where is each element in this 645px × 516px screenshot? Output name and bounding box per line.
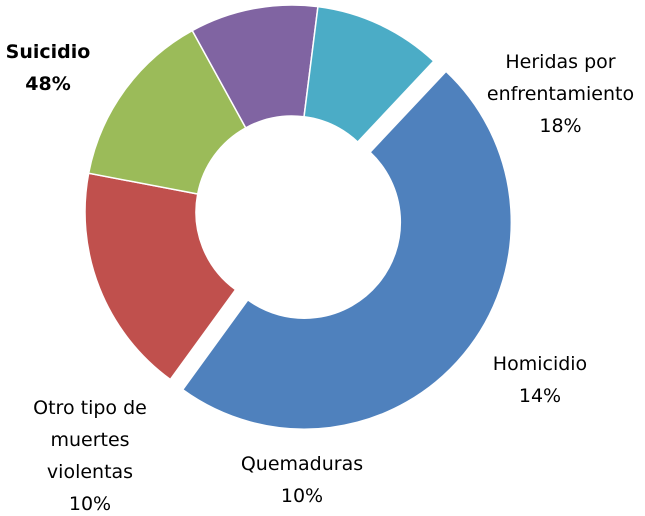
donut-slice	[87, 29, 247, 195]
slice-label: Quemaduras 10%	[222, 448, 382, 512]
category-label: Heridas por enfrentamiento	[486, 51, 635, 105]
value-label: 48%	[25, 73, 71, 95]
donut-slice	[303, 5, 435, 144]
slice-label: Homicidio 14%	[470, 348, 610, 412]
slice-label: Otro tipo de muertes violentas 10%	[20, 392, 160, 516]
donut-slice	[84, 172, 237, 381]
category-label: Suicidio	[5, 41, 91, 63]
value-label: 10%	[68, 493, 112, 515]
category-label: Quemaduras	[240, 453, 364, 475]
category-label: Homicidio	[492, 353, 588, 375]
slice-label: Suicidio 48%	[3, 36, 93, 100]
value-label: 14%	[518, 385, 562, 407]
category-label: Otro tipo de muertes violentas	[33, 397, 147, 483]
value-label: 18%	[539, 115, 582, 137]
donut-slice	[181, 70, 513, 430]
slice-label: Heridas por enfrentamiento 18%	[478, 46, 643, 142]
value-label: 10%	[280, 485, 324, 507]
